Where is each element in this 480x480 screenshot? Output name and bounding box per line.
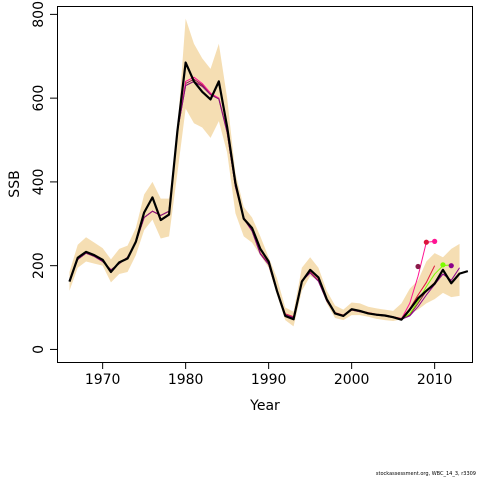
x-tick-label-1970: 1970 <box>85 372 121 388</box>
retro-endpoint-2012 <box>448 263 454 269</box>
y-tick-label-0: 0 <box>31 345 47 354</box>
x-tick-label-2010: 2010 <box>417 372 453 388</box>
retro-endpoint-2011 <box>440 262 446 268</box>
plot-frame <box>57 6 473 363</box>
retro-endpoint-2009 <box>423 239 429 245</box>
y-axis: 0 200 400 600 800 <box>31 1 57 354</box>
retro-line-5 <box>68 80 460 320</box>
retro-line-1 <box>68 80 436 319</box>
retro-endpoint-2010 <box>432 238 438 244</box>
y-tick-label-400: 400 <box>31 169 47 196</box>
retro-line-3 <box>68 76 435 320</box>
footer-credit: stockassessment.org, WBC_14_3, r3309 <box>375 471 476 477</box>
retro-line-4 <box>68 80 452 320</box>
retro-endpoint-2008 <box>415 263 421 270</box>
y-tick-label-600: 600 <box>31 85 47 112</box>
x-tick-label-2000: 2000 <box>334 372 370 388</box>
x-tick-label-1990: 1990 <box>251 372 287 388</box>
retro-line-2 <box>68 78 444 320</box>
confidence-band <box>69 18 460 327</box>
y-axis-label: SSB <box>7 170 23 197</box>
y-tick-label-800: 800 <box>31 1 47 28</box>
endpoint-layer <box>415 238 454 270</box>
confidence-band-layer <box>69 18 460 327</box>
y-tick-label-200: 200 <box>31 252 47 279</box>
x-axis-label: Year <box>249 398 280 414</box>
x-tick-label-1980: 1980 <box>168 372 204 388</box>
x-axis: 1970 1980 1990 2000 2010 <box>85 362 453 388</box>
ssb-estimate-line <box>68 61 469 321</box>
series-layer <box>68 61 469 321</box>
